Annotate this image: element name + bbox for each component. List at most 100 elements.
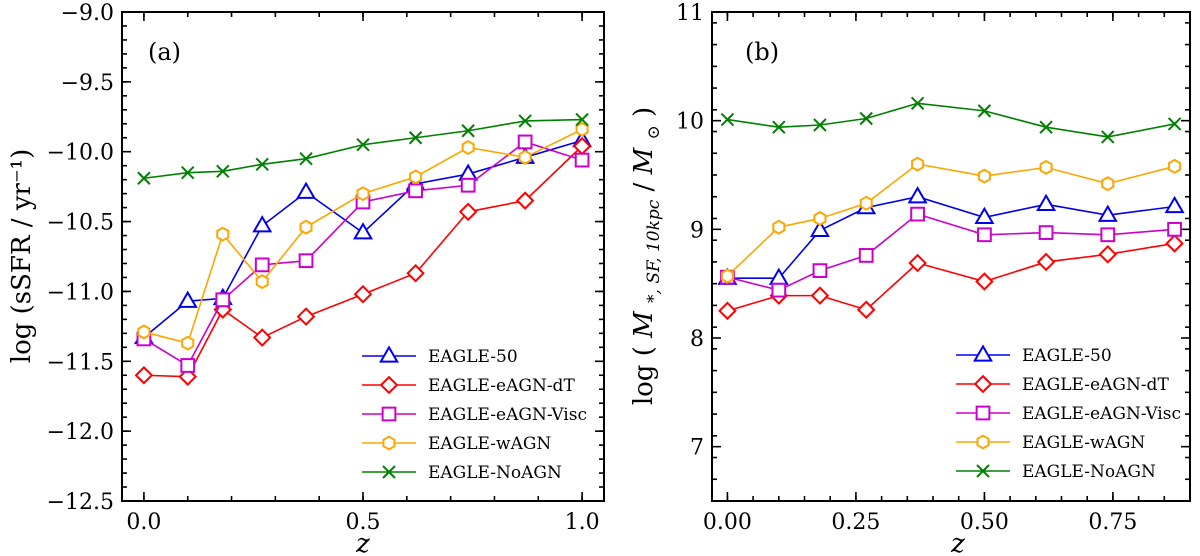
- chart-panel-b: (b) z log ( M *, SF, 10kpc / M ⊙ ) 0.00 0…: [629, 1, 1191, 556]
- data-point-eagle-eagn-dt: [515, 191, 535, 210]
- panel-label-a: (a): [148, 38, 181, 66]
- data-point-eagle-wagn: [137, 324, 151, 340]
- legend-marker-eagle-wagn: [382, 435, 396, 451]
- data-point-eagle-noagn: [910, 96, 925, 110]
- data-point-eagle-noagn: [408, 131, 423, 145]
- data-point-eagle-eagn-visc: [910, 206, 925, 222]
- data-point-eagle-wagn: [461, 139, 475, 156]
- y-tick-label: −10.0: [47, 141, 114, 166]
- legend-marker-eagle-noagn: [382, 465, 396, 479]
- legend-marker-eagle-eagn-dt: [973, 374, 993, 394]
- y-tick-label: −12.0: [47, 420, 114, 445]
- data-point-eagle-noagn: [720, 112, 735, 127]
- data-point-eagle-eagn-dt: [1098, 245, 1118, 264]
- data-point-eagle-eagn-dt: [1036, 252, 1056, 272]
- data-point-eagle-noagn: [299, 151, 313, 166]
- legend-label-eagle-eagn-visc: EAGLE-eAGN-Visc: [428, 405, 587, 425]
- data-point-eagle-noagn: [1039, 120, 1053, 134]
- data-point-eagle-eagn-visc: [1038, 225, 1054, 240]
- legend-label-eagle-eagn-visc: EAGLE-eAGN-Visc: [1022, 404, 1181, 424]
- data-point-eagle-eagn-visc: [812, 263, 828, 279]
- series-line-eagle-noagn: [727, 102, 1175, 138]
- data-point-eagle-wagn: [255, 274, 269, 290]
- legend-marker-eagle-wagn: [976, 434, 990, 450]
- data-point-eagle-50: [177, 290, 198, 308]
- data-point-eagle-noagn: [859, 111, 873, 126]
- legend-label-eagle-noagn: EAGLE-NoAGN: [428, 463, 562, 483]
- data-point-eagle-noagn: [518, 114, 532, 128]
- y-tick-label: −11.0: [47, 280, 114, 305]
- panel-label-b: (b): [745, 38, 779, 66]
- series-line-eagle-eagn-visc: [143, 141, 583, 367]
- data-point-eagle-wagn: [911, 156, 925, 172]
- x-tick-label: 0.50: [960, 510, 1009, 535]
- data-point-eagle-eagn-visc: [517, 134, 533, 150]
- data-point-eagle-eagn-visc: [574, 152, 590, 168]
- data-point-eagle-50: [974, 206, 995, 225]
- data-point-eagle-50: [1164, 195, 1185, 214]
- data-point-eagle-eagn-dt: [810, 286, 830, 305]
- y-tick-label: −11.5: [47, 350, 114, 375]
- data-point-eagle-noagn: [461, 124, 475, 138]
- legend-label-eagle-50: EAGLE-50: [428, 347, 518, 367]
- data-point-eagle-eagn-dt: [134, 365, 154, 385]
- data-point-eagle-noagn: [137, 171, 151, 185]
- data-point-eagle-eagn-visc: [977, 227, 992, 243]
- x-tick-label: 1.0: [565, 510, 600, 535]
- x-tick-label: 0.5: [346, 510, 381, 535]
- data-point-eagle-wagn: [356, 186, 370, 202]
- x-tick-label: 0.0: [126, 510, 161, 535]
- legend-marker-eagle-eagn-visc: [381, 406, 397, 422]
- plot-frame-a: [121, 11, 605, 502]
- legend-label-eagle-eagn-dt: EAGLE-eAGN-dT: [428, 376, 575, 396]
- data-point-eagle-noagn: [813, 118, 827, 132]
- data-point-eagle-eagn-dt: [1165, 234, 1184, 253]
- data-point-eagle-eagn-visc: [771, 282, 787, 298]
- x-tick-label: 0.75: [1088, 510, 1137, 535]
- data-point-eagle-eagn-dt: [296, 307, 316, 326]
- plot-frame-b: [711, 11, 1191, 502]
- data-point-eagle-noagn: [1167, 117, 1182, 131]
- legend-label-eagle-eagn-dt: EAGLE-eAGN-dT: [1022, 375, 1169, 395]
- data-point-eagle-noagn: [255, 157, 269, 171]
- series-line-eagle-50: [143, 139, 583, 339]
- data-point-eagle-wagn: [1168, 158, 1182, 174]
- series-line-eagle-noagn: [143, 118, 583, 180]
- legend-marker-eagle-eagn-dt: [379, 375, 399, 395]
- data-point-eagle-wagn: [181, 335, 195, 351]
- data-point-eagle-noagn: [575, 112, 589, 127]
- data-point-eagle-eagn-dt: [718, 301, 737, 321]
- data-point-eagle-wagn: [518, 149, 532, 165]
- data-point-eagle-eagn-dt: [908, 253, 927, 273]
- series-line-eagle-eagn-dt: [143, 145, 583, 378]
- data-point-eagle-noagn: [772, 120, 786, 134]
- data-point-eagle-eagn-visc: [858, 248, 874, 263]
- data-point-eagle-noagn: [977, 104, 992, 118]
- data-point-eagle-50: [809, 219, 830, 238]
- data-point-eagle-eagn-visc: [215, 292, 231, 308]
- y-tick-label: −10.5: [47, 211, 114, 236]
- data-point-eagle-wagn: [772, 219, 786, 235]
- data-point-eagle-noagn: [216, 164, 230, 178]
- chart-panel-a: (a) z log (sSFR / yr⁻¹) 0.0 0.5 1.0 −12.5 −1…: [7, 1, 605, 556]
- data-point-eagle-wagn: [859, 195, 873, 211]
- data-point-eagle-eagn-visc: [1100, 227, 1116, 243]
- data-point-eagle-eagn-dt: [353, 284, 373, 304]
- data-point-eagle-eagn-visc: [180, 358, 196, 373]
- legend-label-eagle-wagn: EAGLE-wAGN: [428, 434, 551, 454]
- data-point-eagle-wagn: [977, 168, 991, 184]
- data-point-eagle-eagn-visc: [460, 177, 476, 193]
- data-point-eagle-wagn: [1039, 159, 1053, 175]
- y-tick-label: 11: [676, 1, 704, 26]
- data-point-eagle-50: [1036, 193, 1057, 211]
- data-point-eagle-eagn-visc: [1167, 221, 1182, 237]
- data-point-eagle-eagn-visc: [254, 257, 270, 273]
- y-tick-label: 7: [690, 436, 704, 461]
- legend-label-eagle-wagn: EAGLE-wAGN: [1022, 433, 1145, 453]
- data-point-eagle-wagn: [575, 121, 589, 137]
- y-tick-label: −12.5: [47, 490, 114, 515]
- y-tick-label: 10: [676, 110, 704, 135]
- data-point-eagle-noagn: [181, 165, 195, 180]
- y-tick-label: −9.5: [61, 71, 114, 96]
- x-axis-label-b: z: [950, 529, 965, 556]
